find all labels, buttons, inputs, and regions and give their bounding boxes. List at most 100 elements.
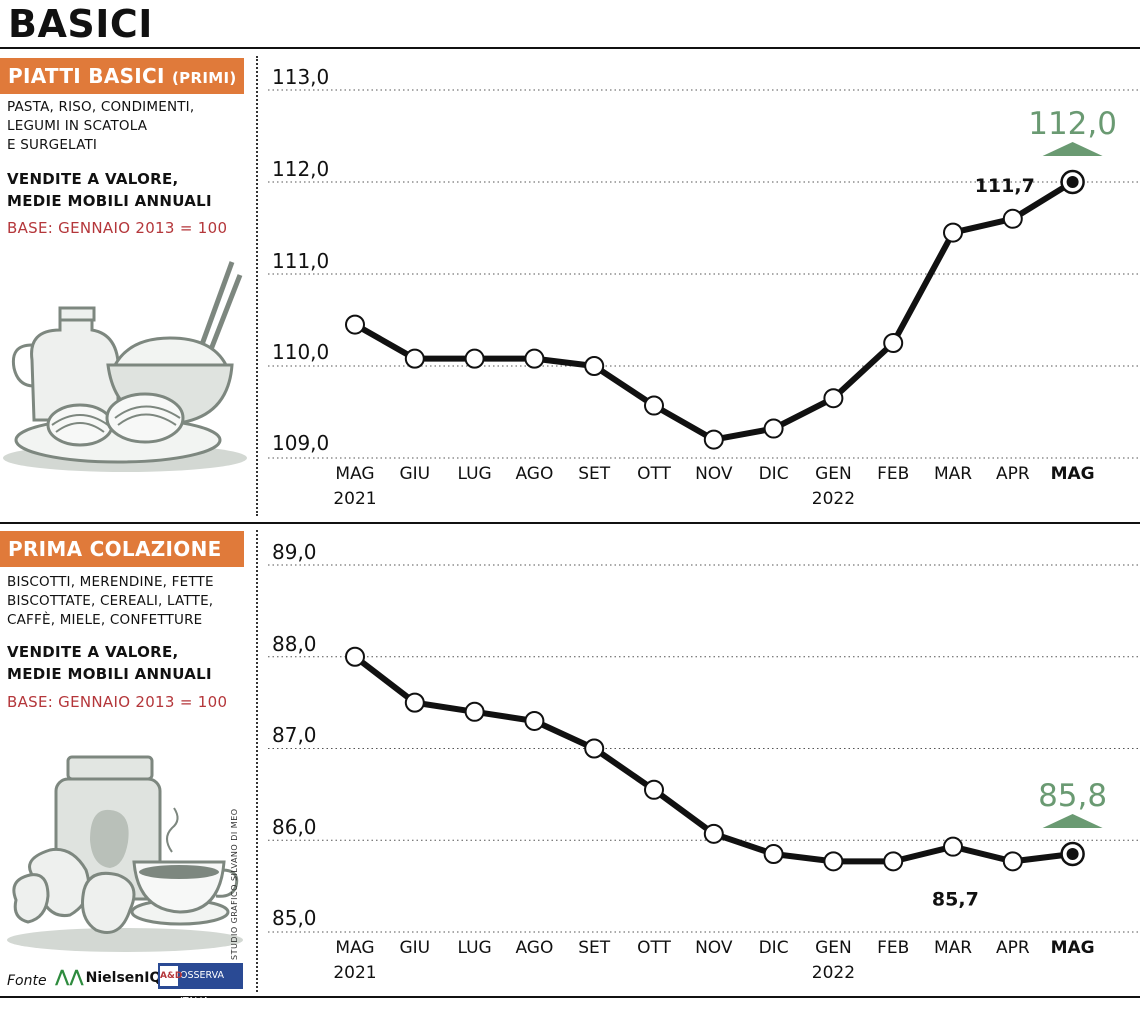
x-tick-label: MAG <box>335 464 374 484</box>
data-point <box>763 844 784 865</box>
data-point <box>584 356 605 376</box>
x-tick-label: APR <box>996 464 1030 484</box>
y-tick-label: 88,0 <box>272 632 317 656</box>
data-point <box>883 851 904 872</box>
description-line: PASTA, RISO, CONDIMENTI, <box>7 99 195 115</box>
y-tick-label: 87,0 <box>272 723 317 747</box>
panel-tag-primi: PIATTI BASICI (PRIMI) <box>0 58 244 94</box>
y-tick-label: 85,0 <box>272 906 317 930</box>
y-tick-label: 110,0 <box>272 340 329 364</box>
panel-base: BASE: GENNAIO 2013 = 100 <box>7 693 228 711</box>
credit-text: STUDIO GRAFICO SILVANO DI MEO <box>230 808 239 960</box>
x-tick-label: NOV <box>695 938 733 958</box>
nielseniq-logo-text: NielsenIQ <box>85 970 162 986</box>
data-point <box>345 314 365 335</box>
metric-line: VENDITE A VALORE, <box>7 643 179 661</box>
panel-separator-top <box>256 56 258 516</box>
x-tick-label: DIC <box>759 938 789 958</box>
x-tick-label: GIU <box>399 464 430 484</box>
x-tick-label: OTT <box>637 464 671 484</box>
description-line: BISCOTTI, MERENDINE, FETTE <box>7 574 214 590</box>
data-point-core <box>1066 848 1079 861</box>
osserva-mark: A&D <box>160 966 182 986</box>
panel-description: BISCOTTI, MERENDINE, FETTE BISCOTTATE, C… <box>7 573 214 630</box>
data-label-latest: 112,0 <box>1028 106 1117 142</box>
y-tick-label: 89,0 <box>272 540 317 564</box>
data-point <box>943 836 963 857</box>
data-point <box>644 395 664 416</box>
pasta-illustration <box>3 261 247 472</box>
x-tick-label: AGO <box>515 938 553 958</box>
x-tick-label: DIC <box>759 464 789 484</box>
source-label: Fonte <box>7 973 47 989</box>
y-tick-label: 86,0 <box>272 815 317 839</box>
up-arrow-icon <box>1042 142 1103 156</box>
x-tick-label: LUG <box>457 938 491 958</box>
data-point <box>524 710 545 731</box>
panel-tag-sub: (PRIMI) <box>172 69 237 87</box>
panel-description: PASTA, RISO, CONDIMENTI, LEGUMI IN SCATO… <box>7 98 194 155</box>
panel-metric: VENDITE A VALORE, MEDIE MOBILI ANNUALI <box>7 641 212 685</box>
x-tick-label: GEN <box>815 464 852 484</box>
data-point <box>703 823 724 844</box>
page-title: BASICI <box>8 2 153 46</box>
data-point <box>943 222 963 243</box>
x-tick-label: APR <box>996 938 1030 958</box>
y-tick-label: 113,0 <box>272 65 329 89</box>
panel-separator-bottom <box>256 530 258 992</box>
y-tick-label: 111,0 <box>272 249 329 273</box>
data-point <box>1002 851 1023 872</box>
osserva-italia-logo: A&D OSSERVA ITALIA <box>158 963 243 1007</box>
x-tick-label: FEB <box>877 464 909 484</box>
middle-rule <box>0 522 1140 524</box>
panel-metric: VENDITE A VALORE, MEDIE MOBILI ANNUALI <box>7 168 212 212</box>
description-line: E SURGELATI <box>7 137 98 153</box>
top-rule <box>0 47 1140 49</box>
year-label: 2022 <box>812 489 855 509</box>
x-tick-label: MAG <box>335 938 374 958</box>
data-label-latest: 85,8 <box>1038 778 1107 814</box>
description-line: CAFFÈ, MIELE, CONFETTURE <box>7 612 203 628</box>
data-point-core <box>1066 176 1079 188</box>
x-tick-label: GEN <box>815 938 852 958</box>
panel-tag-main: PRIMA COLAZIONE <box>8 537 222 561</box>
data-point <box>345 646 365 667</box>
data-point <box>524 348 545 369</box>
panel-base: BASE: GENNAIO 2013 = 100 <box>7 219 228 237</box>
description-line: BISCOTTATE, CEREALI, LATTE, <box>7 593 214 609</box>
data-point <box>823 851 844 872</box>
data-point <box>763 418 784 439</box>
data-point <box>883 333 904 353</box>
data-label-previous: 85,7 <box>932 888 979 910</box>
x-tick-label: OTT <box>637 938 671 958</box>
data-point <box>464 701 485 722</box>
bottom-rule <box>0 996 1140 998</box>
year-label: 2021 <box>333 963 376 983</box>
x-tick-label: GIU <box>399 938 430 958</box>
x-tick-label: MAG <box>1051 938 1095 958</box>
data-label-previous: 111,7 <box>975 175 1035 197</box>
y-tick-label: 112,0 <box>272 157 329 181</box>
x-tick-label: MAR <box>934 464 972 484</box>
x-tick-label: SET <box>578 938 611 958</box>
x-tick-label: MAR <box>934 938 972 958</box>
year-label: 2021 <box>333 489 376 509</box>
description-line: LEGUMI IN SCATOLA <box>7 118 148 134</box>
nielseniq-logo: ⋀⋀ NielsenIQ <box>55 967 161 987</box>
x-tick-label: LUG <box>457 464 491 484</box>
data-point <box>584 738 605 759</box>
y-tick-label: 109,0 <box>272 431 329 455</box>
panel-tag-main: PIATTI BASICI <box>8 64 165 88</box>
x-tick-label: MAG <box>1051 464 1095 484</box>
data-point <box>404 348 425 369</box>
panel-tag-colazione: PRIMA COLAZIONE <box>0 531 244 567</box>
metric-line: MEDIE MOBILI ANNUALI <box>7 665 212 683</box>
data-point <box>464 348 485 369</box>
metric-line: VENDITE A VALORE, <box>7 170 179 188</box>
data-point <box>1002 208 1023 229</box>
data-point <box>823 388 844 409</box>
year-label: 2022 <box>812 963 855 983</box>
